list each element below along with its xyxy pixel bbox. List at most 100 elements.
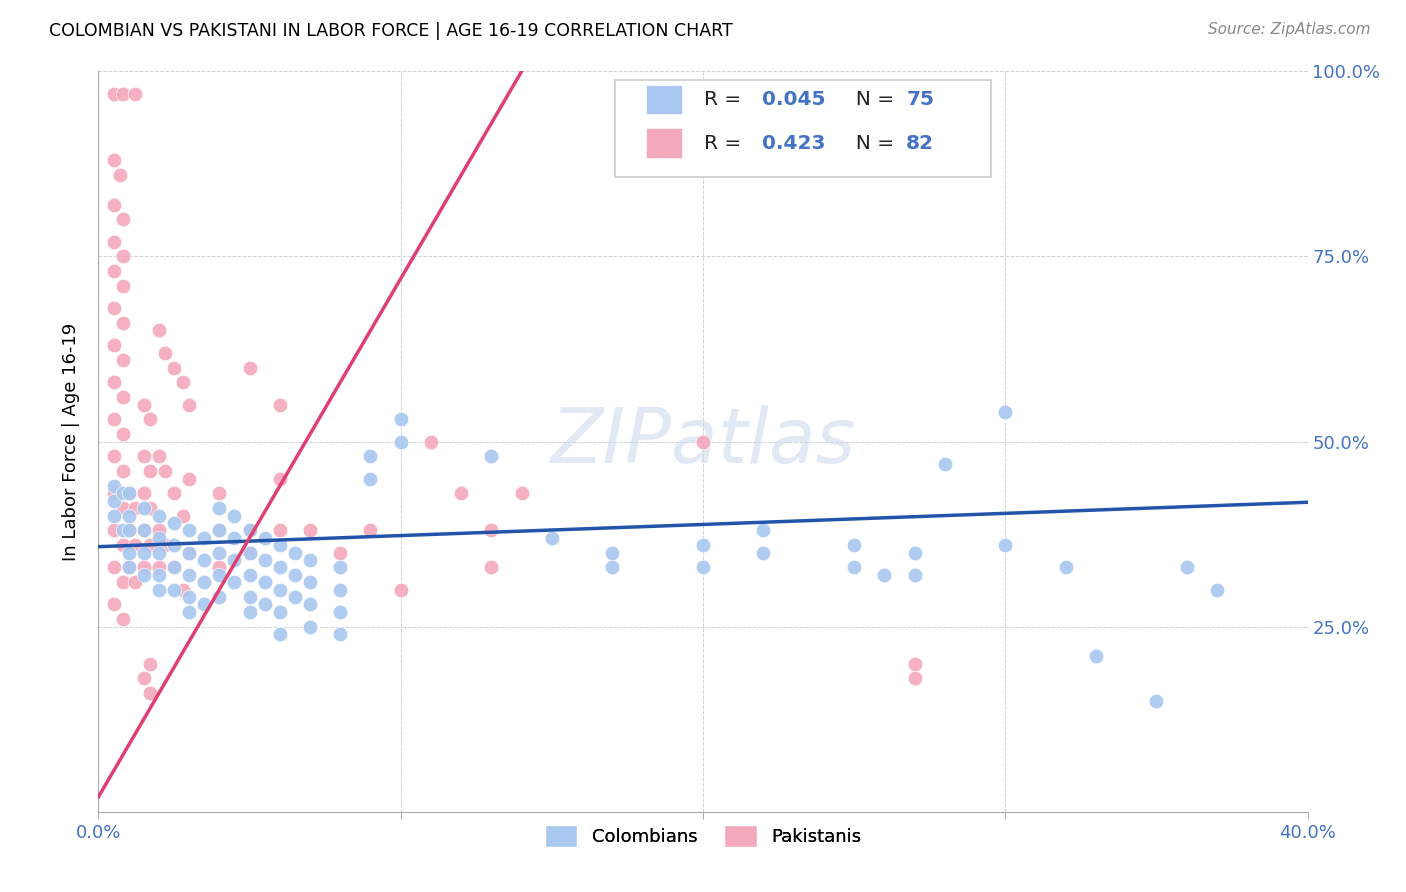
Point xyxy=(124,538,146,552)
Point xyxy=(540,531,562,545)
Point xyxy=(118,486,141,500)
Point xyxy=(253,575,276,590)
Point xyxy=(139,412,162,426)
Point xyxy=(193,531,215,545)
Point xyxy=(179,471,201,485)
Point xyxy=(139,501,162,516)
Point xyxy=(193,598,215,612)
Point xyxy=(118,486,141,500)
Legend: Colombians, Pakistanis: Colombians, Pakistanis xyxy=(534,814,872,858)
Point xyxy=(299,619,322,633)
Point xyxy=(934,457,956,471)
Point xyxy=(692,434,714,449)
Point xyxy=(118,560,141,574)
Point xyxy=(111,250,134,264)
Point xyxy=(1144,694,1167,708)
Point xyxy=(1085,649,1108,664)
Point xyxy=(139,657,162,671)
Point xyxy=(360,524,382,538)
Point xyxy=(111,486,134,500)
FancyBboxPatch shape xyxy=(647,128,682,158)
Text: 0.045: 0.045 xyxy=(762,90,825,109)
Point xyxy=(139,464,162,478)
Point xyxy=(692,560,714,574)
Point xyxy=(329,546,352,560)
Point xyxy=(284,546,307,560)
Point xyxy=(269,560,291,574)
Text: N =: N = xyxy=(844,90,901,109)
Point xyxy=(224,575,246,590)
Point xyxy=(844,538,866,552)
Point xyxy=(239,567,262,582)
Point xyxy=(269,524,291,538)
Text: 0.423: 0.423 xyxy=(762,134,825,153)
Text: Source: ZipAtlas.com: Source: ZipAtlas.com xyxy=(1208,22,1371,37)
Point xyxy=(994,538,1017,552)
Point xyxy=(163,516,186,530)
Point xyxy=(224,508,246,523)
Text: COLOMBIAN VS PAKISTANI IN LABOR FORCE | AGE 16-19 CORRELATION CHART: COLOMBIAN VS PAKISTANI IN LABOR FORCE | … xyxy=(49,22,733,40)
Point xyxy=(994,405,1017,419)
Point xyxy=(389,434,412,449)
Point xyxy=(103,197,125,211)
Point xyxy=(103,376,125,390)
Point xyxy=(904,657,927,671)
Point xyxy=(179,524,201,538)
Point xyxy=(111,538,134,552)
Point xyxy=(163,538,186,552)
Point xyxy=(329,582,352,597)
Point xyxy=(481,560,503,574)
Point xyxy=(111,575,134,590)
Point xyxy=(208,567,231,582)
Point xyxy=(163,360,186,375)
Point xyxy=(153,538,176,552)
Point xyxy=(208,501,231,516)
Point xyxy=(148,531,170,545)
Point xyxy=(103,493,125,508)
Point xyxy=(329,605,352,619)
Point xyxy=(752,546,775,560)
Point xyxy=(752,524,775,538)
Point xyxy=(179,567,201,582)
Point xyxy=(118,524,141,538)
Y-axis label: In Labor Force | Age 16-19: In Labor Force | Age 16-19 xyxy=(62,322,80,561)
Point xyxy=(132,486,155,500)
Point xyxy=(179,546,201,560)
Point xyxy=(163,560,186,574)
Point xyxy=(208,546,231,560)
Point xyxy=(360,450,382,464)
Point xyxy=(481,450,503,464)
Point xyxy=(108,168,131,182)
Point xyxy=(124,87,146,101)
Point xyxy=(132,560,155,574)
Point xyxy=(153,345,176,359)
Point xyxy=(329,560,352,574)
Point xyxy=(103,598,125,612)
Point xyxy=(389,582,412,597)
Point xyxy=(118,560,141,574)
Point xyxy=(148,560,170,574)
Text: ZIPatlas: ZIPatlas xyxy=(550,405,856,478)
Point xyxy=(153,464,176,478)
Point xyxy=(239,524,262,538)
Point xyxy=(299,524,322,538)
Point xyxy=(148,524,170,538)
Point xyxy=(179,546,201,560)
Point xyxy=(299,598,322,612)
Point xyxy=(1206,582,1229,597)
Point xyxy=(111,390,134,404)
Point xyxy=(389,412,412,426)
Point xyxy=(602,560,624,574)
Point xyxy=(253,553,276,567)
Point xyxy=(1054,560,1077,574)
Point xyxy=(224,531,246,545)
Point xyxy=(163,560,186,574)
Text: 75: 75 xyxy=(905,90,934,109)
Point xyxy=(269,538,291,552)
Point xyxy=(208,590,231,604)
Point xyxy=(132,672,155,686)
Point xyxy=(269,605,291,619)
Point xyxy=(510,486,533,500)
Point xyxy=(450,486,472,500)
Point xyxy=(172,508,194,523)
